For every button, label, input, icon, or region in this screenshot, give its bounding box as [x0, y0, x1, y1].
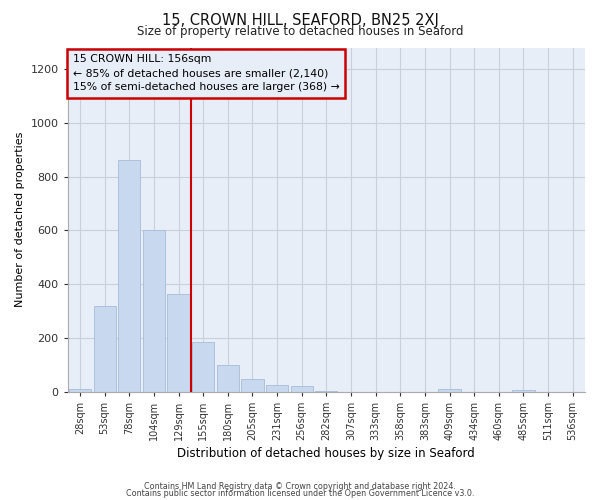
Bar — [94, 306, 116, 392]
Bar — [192, 342, 214, 392]
Bar — [143, 230, 165, 392]
Y-axis label: Number of detached properties: Number of detached properties — [15, 132, 25, 308]
Text: 15 CROWN HILL: 156sqm
← 85% of detached houses are smaller (2,140)
15% of semi-d: 15 CROWN HILL: 156sqm ← 85% of detached … — [73, 54, 340, 92]
X-axis label: Distribution of detached houses by size in Seaford: Distribution of detached houses by size … — [178, 447, 475, 460]
Text: Contains public sector information licensed under the Open Government Licence v3: Contains public sector information licen… — [126, 489, 474, 498]
Bar — [315, 391, 337, 392]
Bar — [290, 386, 313, 392]
Text: Contains HM Land Registry data © Crown copyright and database right 2024.: Contains HM Land Registry data © Crown c… — [144, 482, 456, 491]
Text: Size of property relative to detached houses in Seaford: Size of property relative to detached ho… — [137, 25, 463, 38]
Bar — [69, 389, 91, 392]
Bar — [217, 365, 239, 392]
Bar — [167, 294, 190, 392]
Text: 15, CROWN HILL, SEAFORD, BN25 2XJ: 15, CROWN HILL, SEAFORD, BN25 2XJ — [161, 12, 439, 28]
Bar — [512, 390, 535, 392]
Bar — [118, 160, 140, 392]
Bar — [241, 379, 263, 392]
Bar — [439, 389, 461, 392]
Bar — [266, 385, 288, 392]
